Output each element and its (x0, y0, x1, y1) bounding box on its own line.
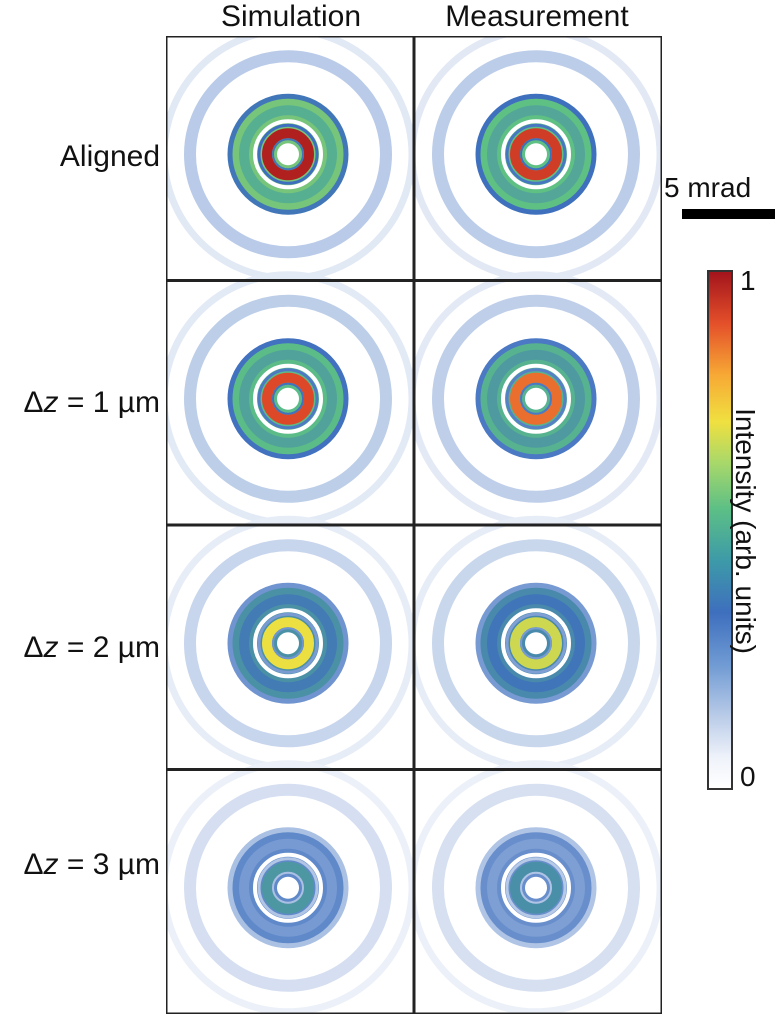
colorbar (707, 270, 733, 790)
outer-ring (432, 50, 640, 259)
bright-ring (262, 617, 314, 670)
bright-ring (510, 617, 562, 670)
outer-ring (432, 294, 640, 503)
inner-band (239, 838, 337, 937)
center-hole (525, 632, 547, 655)
inner-ring (272, 382, 304, 415)
row-label-var: z (43, 631, 59, 664)
colorbar-max-label: 1 (740, 265, 756, 296)
inner-ring (257, 123, 319, 185)
row-label-prefix: Δ (23, 631, 44, 664)
row-label-value: = 1 µm (58, 386, 160, 419)
bright-ring (262, 372, 314, 425)
center-hole (525, 387, 547, 410)
outer-ring (184, 294, 392, 503)
bright-ring (262, 128, 314, 181)
column-title-measurement: Measurement (445, 0, 629, 33)
inner-band (487, 594, 585, 693)
dark-ring (501, 363, 571, 434)
row-label-dz3: Δz = 3 µm (0, 848, 160, 882)
center-hole (277, 143, 299, 166)
outer-ring (184, 783, 392, 992)
inner-ring (257, 857, 319, 919)
row-label-value: = 3 µm (58, 848, 160, 881)
pattern-panel (408, 36, 662, 282)
outer-ring (408, 760, 662, 1014)
inner-ring (520, 138, 552, 171)
diffraction-pattern-grid (166, 36, 662, 1014)
inner-ring (505, 857, 567, 919)
dark-ring (501, 852, 571, 923)
inner-band (487, 838, 585, 937)
colorbar-label: Intensity (arb. units) (730, 408, 761, 654)
inner-ring (520, 627, 552, 660)
bright-ring (510, 128, 562, 181)
row-label-var: z (43, 386, 59, 419)
outer-ring (432, 539, 640, 748)
disk-edge (227, 582, 349, 704)
inner-band (239, 349, 337, 448)
inner-band (487, 105, 585, 204)
row-label-prefix: Δ (23, 848, 44, 881)
scale-bar-label: 5 mrad (664, 172, 752, 203)
outer-ring (184, 50, 392, 259)
inner-ring (505, 123, 567, 185)
row-label-dz2: Δz = 2 µm (0, 631, 160, 665)
inner-ring (520, 871, 552, 904)
pattern-panel (166, 760, 416, 1014)
colorbar-min-label: 0 (740, 761, 756, 792)
row-label-prefix: Δ (23, 386, 44, 419)
disk-edge (227, 338, 349, 460)
center-hole (277, 876, 299, 899)
inner-ring (272, 871, 304, 904)
inner-ring (272, 138, 304, 171)
outer-ring (184, 539, 392, 748)
column-title-simulation: Simulation (220, 0, 362, 33)
pattern-panel (408, 515, 662, 771)
scale-bar (682, 209, 775, 219)
bright-ring (510, 861, 562, 914)
inner-ring (272, 627, 304, 660)
disk-edge (227, 93, 349, 215)
inner-band (487, 349, 585, 448)
pattern-panel (166, 271, 416, 527)
inner-ring (257, 612, 319, 674)
outer-ring (432, 783, 640, 992)
row-label-dz1: Δz = 1 µm (0, 386, 160, 420)
disk-edge (227, 827, 349, 949)
pattern-grid-svg (166, 36, 662, 1014)
pattern-panel (166, 36, 416, 282)
inner-band (239, 105, 337, 204)
row-label-value: = 2 µm (58, 631, 160, 664)
center-hole (277, 632, 299, 655)
pattern-panel (408, 271, 662, 527)
disk-edge (475, 827, 597, 949)
row-label-value: Aligned (59, 140, 160, 173)
dark-ring (253, 852, 323, 923)
center-hole (525, 143, 547, 166)
disk-edge (475, 93, 597, 215)
inner-ring (257, 368, 319, 430)
bright-ring (262, 861, 314, 914)
dark-ring (501, 119, 571, 190)
dark-ring (253, 363, 323, 434)
pattern-panel (408, 760, 662, 1014)
bright-ring (510, 372, 562, 425)
dark-ring (501, 608, 571, 679)
pattern-panel (166, 515, 416, 771)
inner-band (239, 594, 337, 693)
row-label-aligned: Aligned (0, 140, 160, 174)
inner-ring (505, 612, 567, 674)
disk-edge (475, 582, 597, 704)
row-label-var: z (43, 848, 59, 881)
dark-ring (253, 608, 323, 679)
inner-ring (505, 368, 567, 430)
dark-ring (253, 119, 323, 190)
center-hole (277, 387, 299, 410)
center-hole (525, 876, 547, 899)
inner-ring (520, 382, 552, 415)
disk-edge (475, 338, 597, 460)
